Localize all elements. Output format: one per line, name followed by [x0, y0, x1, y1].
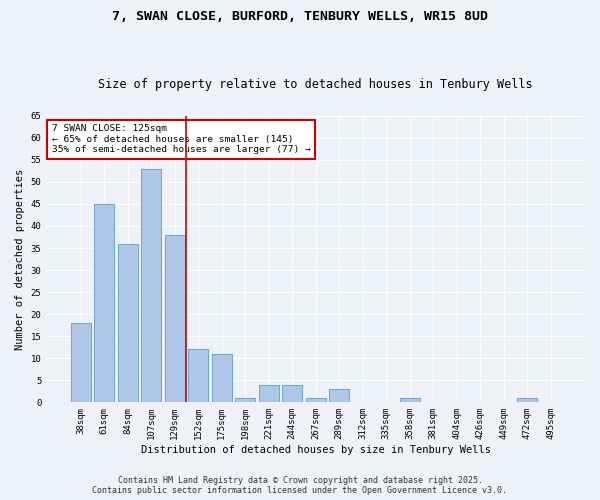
Bar [118, 244, 137, 402]
Bar [164, 235, 185, 402]
Bar [94, 204, 114, 402]
Bar [305, 398, 326, 402]
Text: Contains HM Land Registry data © Crown copyright and database right 2025.
Contai: Contains HM Land Registry data © Crown c… [92, 476, 508, 495]
Bar [329, 389, 349, 402]
Bar [282, 384, 302, 402]
Bar [400, 398, 419, 402]
Bar [188, 350, 208, 403]
Text: 7, SWAN CLOSE, BURFORD, TENBURY WELLS, WR15 8UD: 7, SWAN CLOSE, BURFORD, TENBURY WELLS, W… [112, 10, 488, 23]
Bar [235, 398, 255, 402]
Bar [517, 398, 537, 402]
Text: 7 SWAN CLOSE: 125sqm
← 65% of detached houses are smaller (145)
35% of semi-deta: 7 SWAN CLOSE: 125sqm ← 65% of detached h… [52, 124, 310, 154]
Y-axis label: Number of detached properties: Number of detached properties [15, 168, 25, 350]
Bar [71, 323, 91, 402]
Bar [141, 168, 161, 402]
Bar [212, 354, 232, 403]
Bar [259, 384, 278, 402]
Title: Size of property relative to detached houses in Tenbury Wells: Size of property relative to detached ho… [98, 78, 533, 91]
X-axis label: Distribution of detached houses by size in Tenbury Wells: Distribution of detached houses by size … [140, 445, 491, 455]
